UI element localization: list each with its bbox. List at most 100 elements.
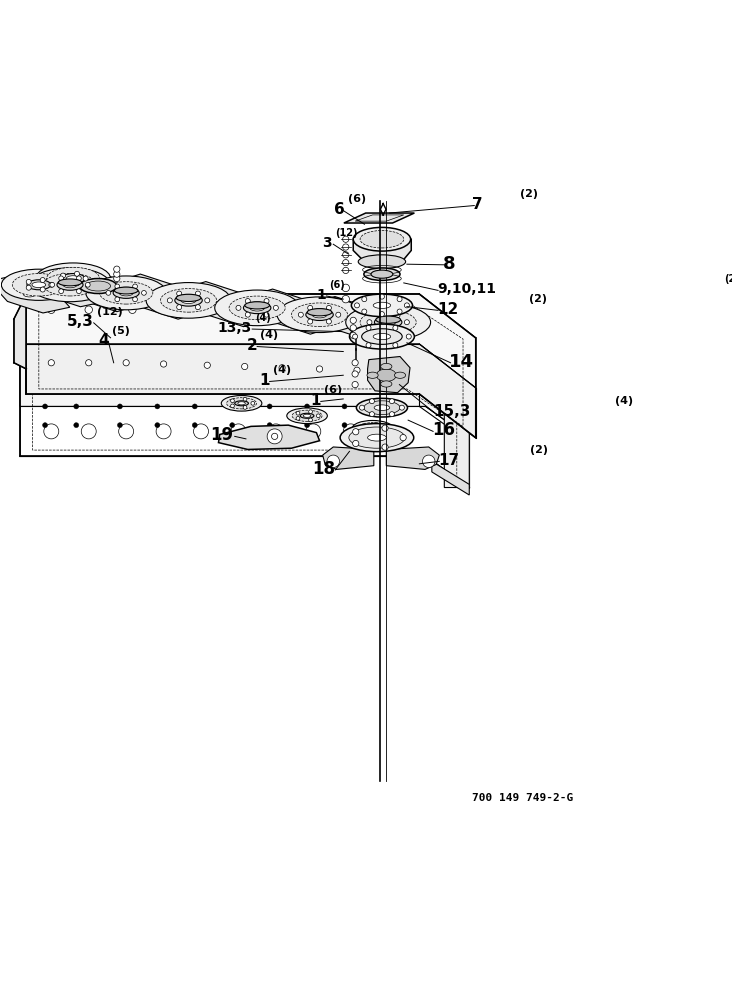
Text: (2): (2) [724, 274, 732, 284]
Circle shape [353, 334, 358, 339]
Text: (2): (2) [529, 294, 547, 304]
Circle shape [40, 287, 45, 292]
Circle shape [382, 444, 388, 450]
Polygon shape [26, 294, 476, 438]
Ellipse shape [235, 401, 248, 406]
Ellipse shape [119, 290, 133, 296]
Ellipse shape [1, 269, 76, 300]
Text: 5,3: 5,3 [67, 314, 94, 329]
Text: 17: 17 [438, 453, 459, 468]
Text: 7: 7 [472, 197, 483, 212]
Circle shape [156, 371, 171, 386]
Circle shape [352, 371, 358, 377]
Circle shape [77, 276, 81, 281]
Ellipse shape [376, 369, 396, 381]
Circle shape [44, 371, 59, 386]
Text: (4): (4) [255, 313, 271, 323]
Circle shape [231, 424, 246, 439]
Ellipse shape [244, 302, 271, 314]
Circle shape [269, 424, 283, 439]
Circle shape [354, 367, 360, 373]
Circle shape [376, 313, 381, 318]
Circle shape [379, 312, 384, 317]
Text: (4): (4) [615, 396, 632, 406]
Circle shape [328, 310, 336, 318]
Text: (4): (4) [261, 330, 278, 340]
Ellipse shape [61, 285, 73, 291]
Circle shape [370, 399, 375, 404]
Circle shape [309, 410, 313, 414]
Circle shape [117, 423, 122, 428]
Ellipse shape [376, 316, 400, 323]
Polygon shape [26, 269, 107, 307]
Ellipse shape [354, 227, 411, 251]
Circle shape [379, 423, 384, 428]
Circle shape [86, 360, 92, 366]
Ellipse shape [67, 276, 80, 281]
Circle shape [343, 267, 349, 274]
Polygon shape [26, 344, 476, 438]
Circle shape [327, 455, 340, 468]
Ellipse shape [27, 280, 51, 290]
Circle shape [305, 423, 310, 428]
Circle shape [42, 423, 48, 428]
Circle shape [243, 406, 247, 409]
Circle shape [141, 291, 146, 295]
Ellipse shape [63, 282, 77, 288]
Circle shape [113, 275, 120, 282]
Circle shape [267, 404, 272, 409]
Text: (6): (6) [348, 194, 366, 204]
Ellipse shape [373, 333, 391, 340]
Circle shape [352, 381, 358, 388]
Text: 19: 19 [210, 426, 234, 444]
Ellipse shape [366, 426, 379, 431]
Ellipse shape [395, 372, 406, 378]
Circle shape [343, 424, 358, 439]
Ellipse shape [175, 295, 202, 306]
Text: 3: 3 [322, 236, 332, 250]
Circle shape [395, 327, 400, 332]
Circle shape [395, 313, 400, 318]
Ellipse shape [287, 408, 327, 424]
Circle shape [362, 424, 365, 428]
Circle shape [49, 282, 53, 287]
Circle shape [353, 429, 359, 435]
Circle shape [366, 343, 371, 348]
Circle shape [307, 305, 313, 310]
Circle shape [176, 305, 182, 310]
Ellipse shape [23, 291, 36, 297]
Ellipse shape [364, 268, 400, 280]
Circle shape [119, 424, 134, 439]
Circle shape [376, 327, 381, 332]
Circle shape [336, 312, 341, 317]
Circle shape [195, 305, 201, 310]
Circle shape [155, 423, 160, 428]
Text: (12): (12) [97, 307, 122, 317]
Circle shape [397, 297, 402, 302]
Circle shape [326, 305, 332, 310]
Circle shape [242, 363, 248, 370]
Circle shape [117, 404, 122, 409]
Circle shape [352, 360, 358, 366]
Circle shape [193, 371, 209, 386]
Ellipse shape [367, 434, 386, 441]
Circle shape [59, 289, 64, 294]
Ellipse shape [312, 312, 327, 318]
Text: 2: 2 [247, 338, 257, 353]
Circle shape [115, 297, 119, 302]
Circle shape [243, 397, 247, 401]
Ellipse shape [285, 308, 299, 315]
Ellipse shape [238, 402, 245, 405]
Ellipse shape [113, 287, 139, 298]
Polygon shape [14, 294, 26, 394]
Circle shape [193, 404, 198, 409]
Ellipse shape [373, 302, 391, 308]
Ellipse shape [358, 255, 406, 269]
Circle shape [151, 293, 155, 298]
Ellipse shape [356, 398, 408, 417]
Polygon shape [247, 289, 336, 334]
Polygon shape [53, 267, 143, 312]
Ellipse shape [47, 267, 100, 290]
Ellipse shape [349, 427, 405, 448]
Ellipse shape [340, 424, 414, 452]
